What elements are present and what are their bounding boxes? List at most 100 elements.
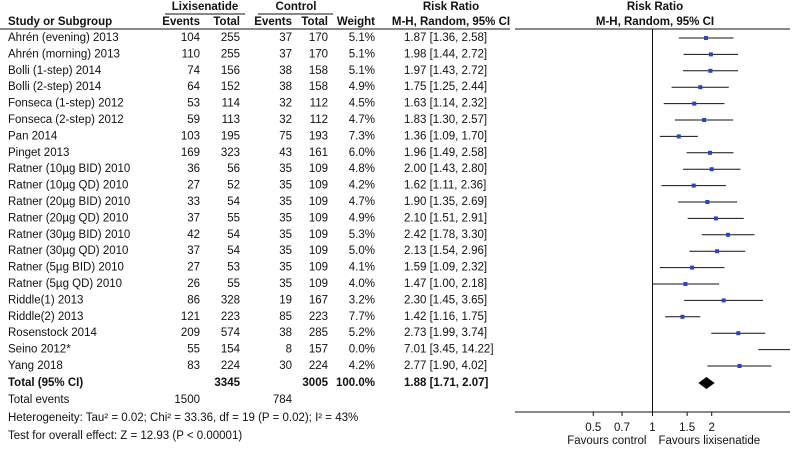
ci-label: 1.47 [1.00, 2.18] [404,278,487,290]
cell: 35 [279,262,292,274]
heterogeneity: Heterogeneity: Tau² = 0.02; Chi² = 33.36… [8,412,358,424]
cell: 223 [221,311,240,323]
cell: 30 [279,360,292,372]
ci-label: 2.42 [1.78, 3.30] [404,229,487,241]
cell: 53 [227,262,240,274]
cell: 109 [309,196,328,208]
cell: 37 [279,48,292,60]
cell: 4.7% [349,114,375,126]
study-name: Riddle(1) 2013 [8,294,83,306]
point-estimate [680,314,685,319]
study-name: Ratner (10µg BID) 2010 [8,163,130,175]
cell: 114 [222,98,241,110]
cell: 7.3% [349,130,375,142]
cell: 156 [221,65,240,77]
study-name: Fonseca (1-step) 2012 [8,98,124,110]
x-tick-label: 0.7 [614,422,630,434]
total-events-label: Total events [8,394,70,406]
cell: 193 [309,130,328,142]
ci-label: 2.10 [1.51, 2.91] [404,212,487,224]
point-estimate [708,52,713,57]
col-header: Events [254,16,292,28]
study-name: Riddle(2) 2013 [8,311,83,323]
cell: 784 [273,394,293,406]
cell: 37 [279,32,292,44]
study-name: Ratner (5µg BID) 2010 [8,262,124,274]
total-diamond [698,377,715,389]
cell: 103 [181,130,200,142]
cell: 5.2% [349,327,375,339]
cell: 35 [279,163,292,175]
point-estimate [703,36,708,40]
study-name: Ratner (20µg QD) 2010 [8,212,128,224]
cell: 121 [181,311,200,323]
ci-label: 1.59 [1.09, 2.32] [404,262,487,274]
ci-label: 1.88 [1.71, 2.07] [404,377,489,389]
cell: 54 [227,196,240,208]
ci-label: 2.13 [1.54, 2.96] [404,245,487,257]
cell: 224 [221,360,241,372]
point-estimate [715,249,720,254]
cell: 255 [221,32,240,44]
ci-label: 2.30 [1.45, 3.65] [404,294,487,306]
plot-header: M-H, Random, 95% CI [596,16,714,28]
overall-test: Test for overall effect: Z = 12.93 (P < … [8,430,242,442]
cell: 4.5% [349,98,375,110]
study-name: Ratner (30µg BID) 2010 [8,229,130,241]
cell: 170 [309,48,328,60]
study-name: Pan 2014 [8,130,58,142]
point-estimate [698,85,703,90]
cell: 33 [187,196,200,208]
study-name: Ahrén (evening) 2013 [8,32,119,44]
cell: 158 [309,81,328,93]
cell: 1500 [174,394,200,406]
point-estimate [707,150,712,155]
cell: 42 [187,229,200,241]
study-name: Ratner (5µg QD) 2010 [8,278,122,290]
cell: 4.2% [349,360,375,372]
cell: 112 [310,114,328,126]
cell: 5.3% [349,229,375,241]
point-estimate [705,200,710,204]
cell: 104 [181,32,201,44]
point-estimate [708,68,713,73]
ci-label: 1.63 [1.14, 2.32] [404,98,487,110]
cell: 35 [279,245,292,257]
cell: 109 [309,212,328,224]
cell: 37 [187,245,200,257]
cell: 64 [187,81,200,93]
cell: 54 [227,229,240,241]
ci-label: 7.01 [3.45, 14.22] [404,344,494,356]
cell: 53 [187,98,200,110]
cell: 38 [279,65,292,77]
x-tick-label: 2 [709,422,715,434]
cell: 109 [309,278,328,290]
point-estimate [702,118,707,122]
point-estimate [721,298,726,303]
cell: 100.0% [336,377,375,389]
group-header: Control [276,1,317,13]
point-estimate [676,134,681,139]
cell: 3345 [214,377,240,389]
cell: 112 [310,98,328,110]
cell: 55 [227,212,240,224]
cell: 37 [187,212,200,224]
total-label: Total (95% CI) [8,377,83,389]
cell: 109 [309,180,328,192]
ci-label: 1.87 [1.36, 2.58] [404,32,487,44]
point-estimate [683,282,688,286]
study-name: Ratner (10µg QD) 2010 [8,180,128,192]
cell: 35 [279,196,292,208]
x-tick-label: 1 [649,422,655,434]
ci-label: 1.42 [1.16, 1.75] [404,311,487,323]
col-header: Weight [337,16,375,28]
cell: 19 [279,294,292,306]
ci-label: 1.98 [1.44, 2.72] [404,48,487,60]
study-name: Rosenstock 2014 [8,327,97,339]
cell: 35 [279,229,292,241]
x-tick-label: 0.5 [585,422,601,434]
cell: 83 [187,360,200,372]
cell: 35 [279,180,292,192]
cell: 224 [309,360,329,372]
